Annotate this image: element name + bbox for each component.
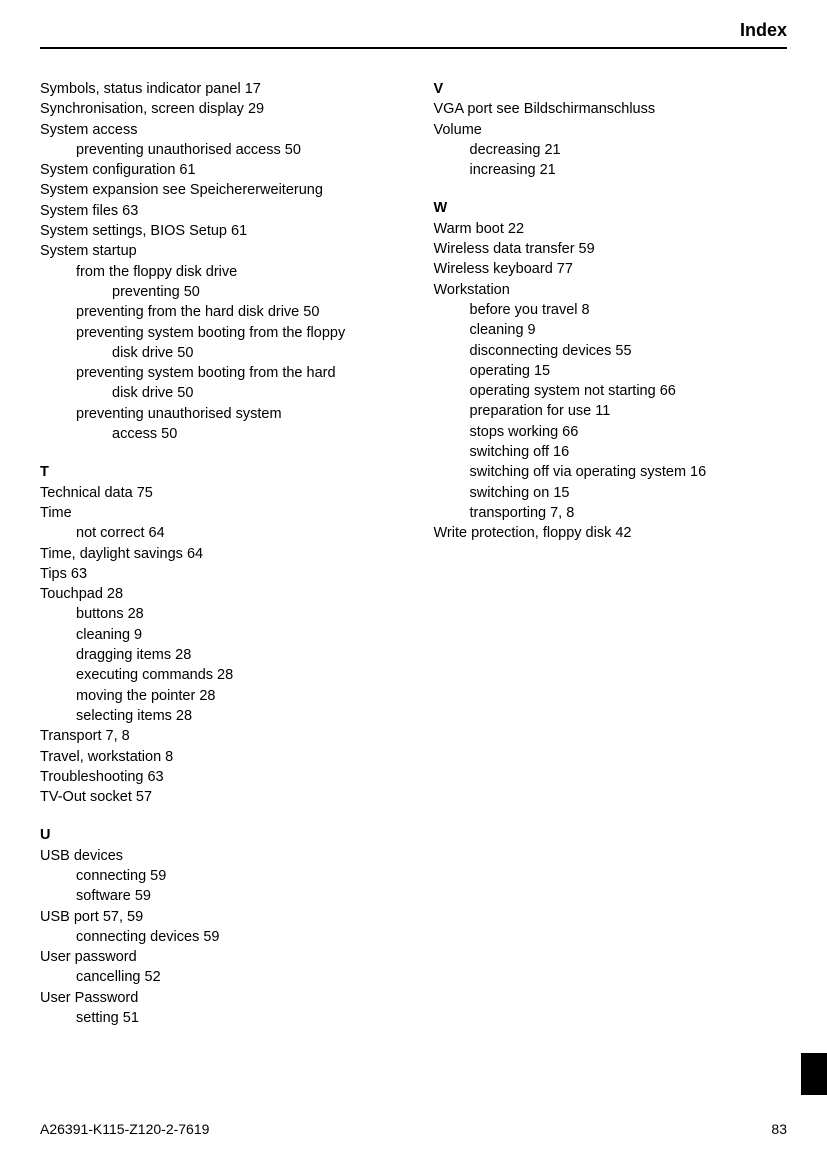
- index-entry: dragging items 28: [40, 645, 394, 665]
- index-entry: switching off via operating system 16: [434, 462, 788, 482]
- index-entry: operating system not starting 66: [434, 381, 788, 401]
- page-footer: A26391-K115-Z120-2-7619 83: [40, 1121, 787, 1137]
- index-entry: VGA port see Bildschirmanschluss: [434, 99, 788, 119]
- index-entry: Touchpad 28: [40, 584, 394, 604]
- index-entry: Time, daylight savings 64: [40, 544, 394, 564]
- index-entry: preventing unauthorised access 50: [40, 140, 394, 160]
- index-entry: cleaning 9: [40, 625, 394, 645]
- index-entry: selecting items 28: [40, 706, 394, 726]
- index-entry: User password: [40, 947, 394, 967]
- index-entry: switching on 15: [434, 483, 788, 503]
- index-entry: Write protection, floppy disk 42: [434, 523, 788, 543]
- index-entry: preventing 50: [40, 282, 394, 302]
- index-entry: moving the pointer 28: [40, 686, 394, 706]
- index-entry: cleaning 9: [434, 320, 788, 340]
- index-entry: System startup: [40, 241, 394, 261]
- index-entry: preventing system booting from the flopp…: [40, 323, 394, 343]
- index-entry: cancelling 52: [40, 967, 394, 987]
- index-entry: System files 63: [40, 201, 394, 221]
- index-entry: System settings, BIOS Setup 61: [40, 221, 394, 241]
- index-entry: disk drive 50: [40, 383, 394, 403]
- index-entry: Travel, workstation 8: [40, 747, 394, 767]
- index-entry: Tips 63: [40, 564, 394, 584]
- left-column: Symbols, status indicator panel 17Synchr…: [40, 79, 394, 1028]
- index-entry: operating 15: [434, 361, 788, 381]
- index-entry: Technical data 75: [40, 483, 394, 503]
- tab-marker: [801, 1053, 827, 1095]
- index-entry: buttons 28: [40, 604, 394, 624]
- index-columns: Symbols, status indicator panel 17Synchr…: [40, 79, 787, 1028]
- index-entry: preventing system booting from the hard: [40, 363, 394, 383]
- index-entry: Synchronisation, screen display 29: [40, 99, 394, 119]
- index-entry: access 50: [40, 424, 394, 444]
- index-entry: System access: [40, 120, 394, 140]
- index-entry: Wireless keyboard 77: [434, 259, 788, 279]
- footer-page-number: 83: [771, 1121, 787, 1137]
- index-entry: Volume: [434, 120, 788, 140]
- index-entry: transporting 7, 8: [434, 503, 788, 523]
- index-entry: from the floppy disk drive: [40, 262, 394, 282]
- index-entry: T: [40, 462, 394, 482]
- index-entry: executing commands 28: [40, 665, 394, 685]
- index-entry: System expansion see Speichererweiterung: [40, 180, 394, 200]
- index-entry: U: [40, 825, 394, 845]
- index-entry: Warm boot 22: [434, 219, 788, 239]
- index-entry: preventing unauthorised system: [40, 404, 394, 424]
- index-entry: software 59: [40, 886, 394, 906]
- index-entry: USB port 57, 59: [40, 907, 394, 927]
- page: Index Symbols, status indicator panel 17…: [0, 0, 827, 1155]
- index-entry: connecting 59: [40, 866, 394, 886]
- footer-doc-number: A26391-K115-Z120-2-7619: [40, 1121, 209, 1137]
- index-entry: disk drive 50: [40, 343, 394, 363]
- index-entry: Symbols, status indicator panel 17: [40, 79, 394, 99]
- index-entry: not correct 64: [40, 523, 394, 543]
- index-entry: disconnecting devices 55: [434, 341, 788, 361]
- index-entry: stops working 66: [434, 422, 788, 442]
- index-entry: Time: [40, 503, 394, 523]
- index-entry: switching off 16: [434, 442, 788, 462]
- index-entry: Transport 7, 8: [40, 726, 394, 746]
- index-entry: V: [434, 79, 788, 99]
- page-header: Index: [40, 20, 787, 49]
- index-entry: W: [434, 198, 788, 218]
- index-entry: setting 51: [40, 1008, 394, 1028]
- index-entry: User Password: [40, 988, 394, 1008]
- index-entry: TV-Out socket 57: [40, 787, 394, 807]
- index-entry: before you travel 8: [434, 300, 788, 320]
- index-entry: increasing 21: [434, 160, 788, 180]
- index-entry: preparation for use 11: [434, 401, 788, 421]
- index-entry: Workstation: [434, 280, 788, 300]
- index-entry: System configuration 61: [40, 160, 394, 180]
- index-entry: decreasing 21: [434, 140, 788, 160]
- index-entry: connecting devices 59: [40, 927, 394, 947]
- right-column: VVGA port see BildschirmanschlussVolumed…: [434, 79, 788, 1028]
- index-entry: preventing from the hard disk drive 50: [40, 302, 394, 322]
- index-entry: USB devices: [40, 846, 394, 866]
- index-entry: Wireless data transfer 59: [434, 239, 788, 259]
- index-entry: Troubleshooting 63: [40, 767, 394, 787]
